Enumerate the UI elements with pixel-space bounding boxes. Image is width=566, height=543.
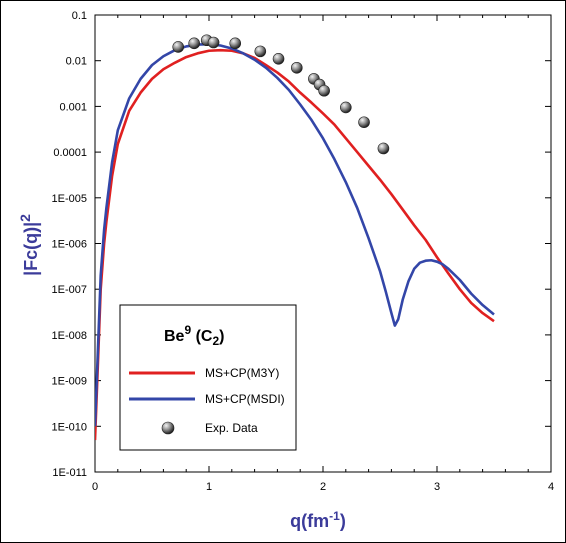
legend-title-sub: 2 <box>212 334 219 348</box>
y-tick-label: 1E-008 <box>52 330 87 342</box>
exp-data-point <box>272 53 285 65</box>
y-axis-ticks: 0.1 0.01 0.001 0.0001 1E-005 1E-006 1E-007 1E-0… <box>52 10 551 479</box>
x-axis-title-main: q(fm <box>290 511 329 531</box>
legend-title-main: Be <box>164 328 185 345</box>
x-axis-title: q(fm-1) <box>290 509 346 531</box>
legend-label-exp: Exp. Data <box>205 421 258 435</box>
exp-data-point <box>229 37 242 50</box>
legend: Be9 (C2) MS+CP(M3Y) MS+CP(MSDI) Exp. Dat… <box>119 304 297 451</box>
exp-data-point <box>207 36 220 49</box>
x-axis-title-sup: -1 <box>329 509 340 523</box>
x-axis-title-close: ) <box>340 511 346 531</box>
x-tick-label: 0 <box>92 481 98 493</box>
series-layer <box>95 42 495 441</box>
exp-data-point <box>377 142 390 155</box>
y-tick-label: 1E-005 <box>52 193 87 205</box>
series-line-msdi <box>95 42 495 427</box>
y-axis-title: |Fc(q)|2 <box>17 214 41 276</box>
exp-data-point <box>339 101 352 114</box>
y-tick-label: 1E-011 <box>52 467 87 479</box>
exp-data-point <box>188 37 200 50</box>
y-tick-label: 0.01 <box>66 56 87 68</box>
y-axis-title-sup: 2 <box>17 214 33 222</box>
exp-data-point <box>172 41 185 53</box>
series-line-m3y <box>95 48 495 441</box>
y-tick-label: 0.1 <box>72 10 87 22</box>
legend-title: Be9 (C2) <box>164 323 224 348</box>
x-tick-label: 2 <box>320 481 326 493</box>
y-tick-label: 1E-010 <box>52 421 87 433</box>
x-axis-ticks: 0 1 2 3 4 <box>92 15 554 493</box>
y-tick-label: 0.001 <box>59 101 87 113</box>
x-tick-label: 1 <box>206 481 212 493</box>
x-tick-label: 3 <box>434 481 440 493</box>
y-tick-label: 1E-006 <box>52 239 87 251</box>
legend-marker-exp <box>161 421 175 435</box>
exp-data-points <box>172 34 390 155</box>
y-tick-label: 1E-009 <box>52 376 87 388</box>
legend-label-msdi: MS+CP(MSDI) <box>205 392 285 406</box>
exp-data-point <box>254 45 267 58</box>
y-tick-label: 1E-007 <box>52 284 87 296</box>
legend-title-open: (C <box>191 328 213 345</box>
exp-data-point <box>318 84 330 97</box>
legend-label-m3y: MS+CP(M3Y) <box>205 366 279 380</box>
legend-box <box>119 304 297 451</box>
legend-title-close: ) <box>219 328 224 345</box>
x-tick-label: 4 <box>548 481 554 493</box>
y-axis-title-main: |Fc(q)| <box>21 222 41 276</box>
legend-title-sup: 9 <box>184 323 191 337</box>
y-tick-label: 0.0001 <box>53 147 87 159</box>
exp-data-point <box>358 116 370 129</box>
exp-data-point <box>290 61 303 74</box>
